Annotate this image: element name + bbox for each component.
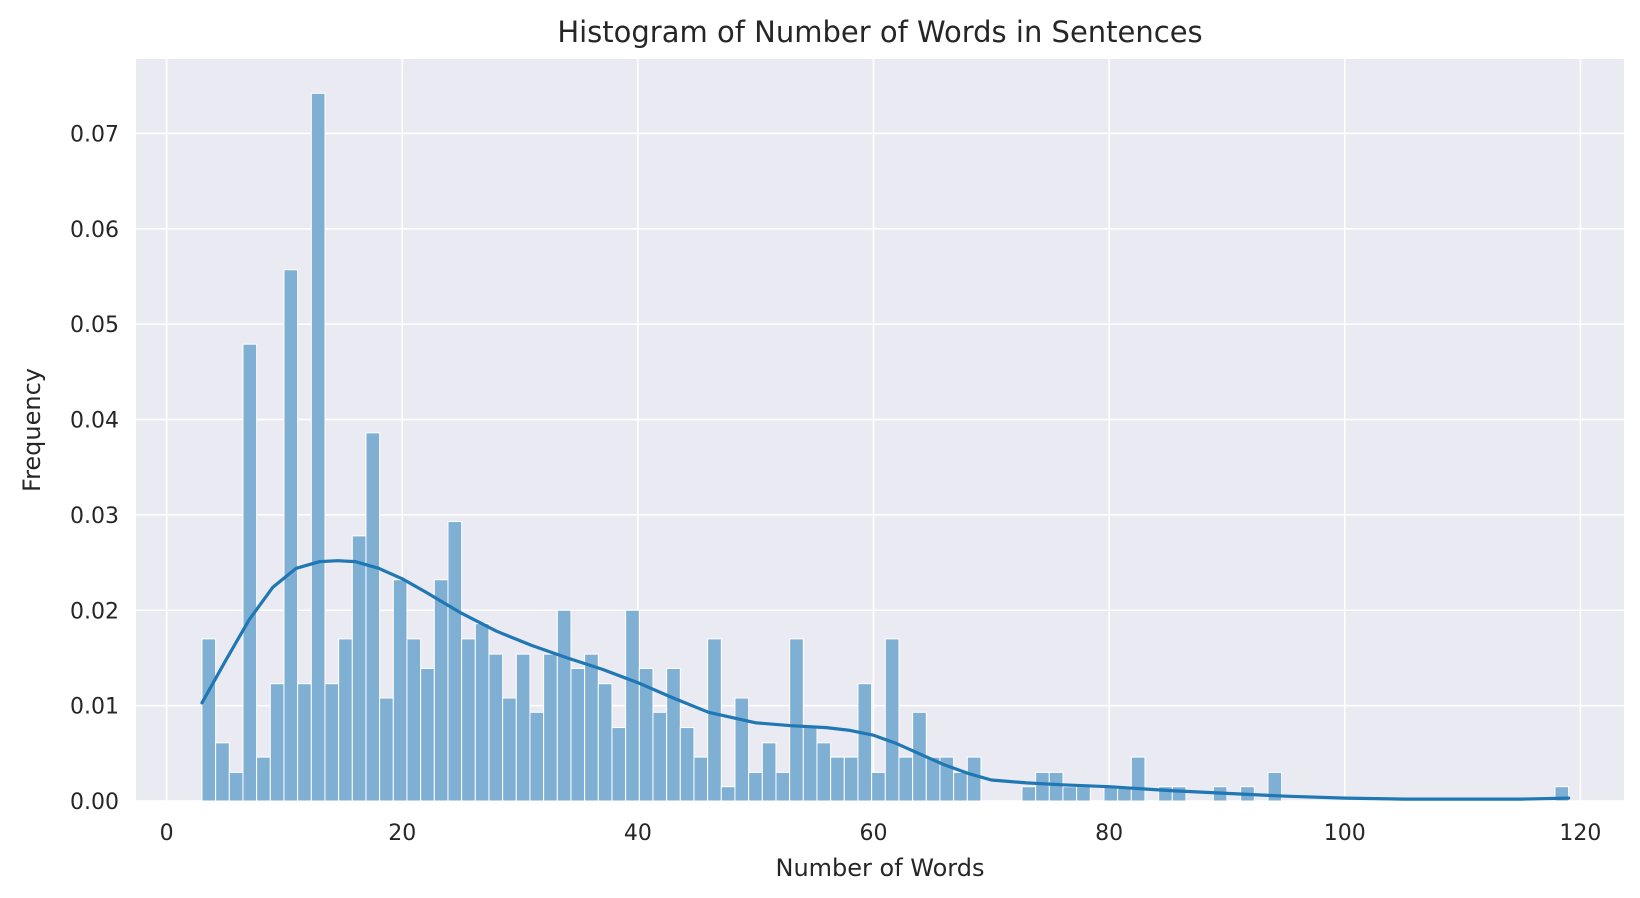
histogram-bar (652, 711, 668, 802)
x-tick-label: 80 (1095, 821, 1123, 846)
x-tick-label: 60 (860, 821, 888, 846)
histogram-bar (816, 742, 832, 802)
chart-title: Histogram of Number of Words in Sentence… (557, 15, 1202, 49)
histogram-bar (953, 771, 968, 802)
histogram-bar (789, 638, 804, 802)
histogram-bar (775, 771, 791, 802)
x-axis-ticks: 0 20 40 60 80 100 120 (160, 821, 1602, 846)
y-tick-label: 0.00 (70, 790, 119, 815)
histogram-bar (201, 638, 217, 802)
histogram-bar (283, 269, 299, 802)
histogram-bar (406, 638, 422, 802)
histogram-bar (748, 771, 763, 802)
histogram-bar (447, 521, 463, 802)
histogram-bar (502, 697, 517, 802)
histogram-bar (857, 683, 873, 802)
histogram-bar (215, 742, 230, 802)
histogram-bar (338, 638, 353, 802)
histogram-bar (242, 343, 258, 802)
y-axis-ticks: 0.00 0.01 0.02 0.03 0.04 0.05 0.06 0.07 (70, 122, 119, 815)
histogram-bar (830, 756, 845, 802)
y-tick-label: 0.01 (70, 695, 119, 720)
histogram-bar (761, 742, 777, 802)
histogram-bar (707, 638, 722, 802)
x-tick-label: 0 (160, 821, 174, 846)
histogram-bar (515, 653, 531, 802)
histogram-bar (666, 667, 681, 802)
histogram-bar (693, 756, 709, 802)
histogram-bar (379, 697, 394, 802)
histogram-bar (543, 653, 558, 802)
y-tick-label: 0.06 (70, 218, 119, 243)
histogram-bar (529, 711, 545, 802)
histogram-bar (310, 92, 326, 802)
y-tick-label: 0.04 (70, 409, 119, 434)
histogram-bar (1171, 786, 1187, 802)
histogram-bar (228, 771, 244, 802)
histogram-bar (1021, 786, 1037, 802)
histogram-bar (1130, 756, 1146, 802)
plot-area (136, 59, 1624, 801)
histogram-bar (1103, 786, 1119, 802)
histogram-bar (1267, 771, 1283, 802)
histogram-bar (734, 697, 750, 802)
x-tick-label: 100 (1324, 821, 1366, 846)
histogram-bar (679, 727, 695, 802)
histogram-bar (351, 535, 367, 802)
histogram-bar (461, 638, 476, 802)
histogram-bar (488, 653, 504, 802)
y-axis-label: Frequency (18, 368, 46, 492)
histogram-bar (1062, 786, 1078, 802)
histogram-bar (556, 609, 572, 802)
y-tick-label: 0.03 (70, 504, 119, 529)
histogram-bar (392, 579, 408, 802)
histogram-bar (570, 667, 586, 802)
histogram-bar (365, 432, 381, 802)
kde-curve (200, 559, 1571, 801)
histogram-bar (324, 683, 340, 802)
histogram-bar (420, 667, 435, 802)
histogram-bar (269, 683, 285, 802)
histogram-bar (1035, 771, 1050, 802)
y-tick-label: 0.02 (70, 599, 119, 624)
histogram-bar (474, 623, 490, 802)
histogram-bar (1076, 786, 1091, 802)
histogram-bar (625, 609, 640, 802)
x-tick-label: 20 (388, 821, 416, 846)
histogram-bar (1048, 771, 1064, 802)
histogram-bar (433, 579, 449, 802)
histogram-bar (871, 771, 886, 802)
histogram-bar (720, 786, 736, 802)
x-tick-label: 120 (1559, 821, 1601, 846)
histogram-bar (297, 683, 312, 802)
histogram-bar (884, 638, 900, 802)
histogram-bars (201, 92, 1570, 802)
histogram-bar (584, 653, 599, 802)
histogram-bar (966, 756, 982, 802)
x-tick-label: 40 (624, 821, 652, 846)
histogram-bar (898, 756, 914, 802)
histogram-bar (802, 727, 818, 802)
histogram-bar (256, 756, 271, 802)
histogram-bar (597, 683, 613, 802)
x-axis-label: Number of Words (776, 854, 985, 882)
y-tick-label: 0.05 (70, 313, 119, 338)
histogram-bar (843, 756, 859, 802)
histogram-bar (611, 727, 627, 802)
y-tick-label: 0.07 (70, 122, 119, 147)
